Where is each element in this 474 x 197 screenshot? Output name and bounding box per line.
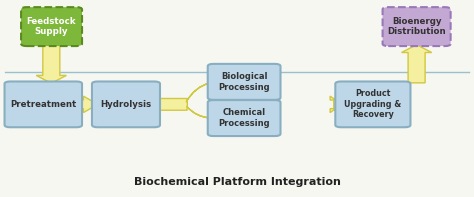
Polygon shape [330,96,342,112]
Polygon shape [36,45,66,83]
FancyBboxPatch shape [383,7,451,46]
Text: Biochemical Platform Integration: Biochemical Platform Integration [134,177,340,187]
FancyArrowPatch shape [187,107,210,118]
Text: Product
Upgrading &
Recovery: Product Upgrading & Recovery [344,89,401,119]
Polygon shape [155,98,187,110]
Polygon shape [401,45,432,83]
FancyBboxPatch shape [208,100,281,136]
FancyBboxPatch shape [208,64,281,100]
FancyBboxPatch shape [21,7,82,46]
Text: Bioenergy
Distribution: Bioenergy Distribution [387,17,446,36]
Text: Pretreatment: Pretreatment [10,100,76,109]
FancyBboxPatch shape [92,82,160,127]
Text: Biological
Processing: Biological Processing [219,72,270,92]
FancyBboxPatch shape [5,82,82,127]
Polygon shape [76,96,98,112]
Text: Chemical
Processing: Chemical Processing [219,108,270,128]
FancyArrowPatch shape [186,83,211,102]
Text: Feedstock
Supply: Feedstock Supply [27,17,76,36]
Text: Hydrolysis: Hydrolysis [100,100,152,109]
FancyBboxPatch shape [335,82,410,127]
Polygon shape [334,94,360,115]
